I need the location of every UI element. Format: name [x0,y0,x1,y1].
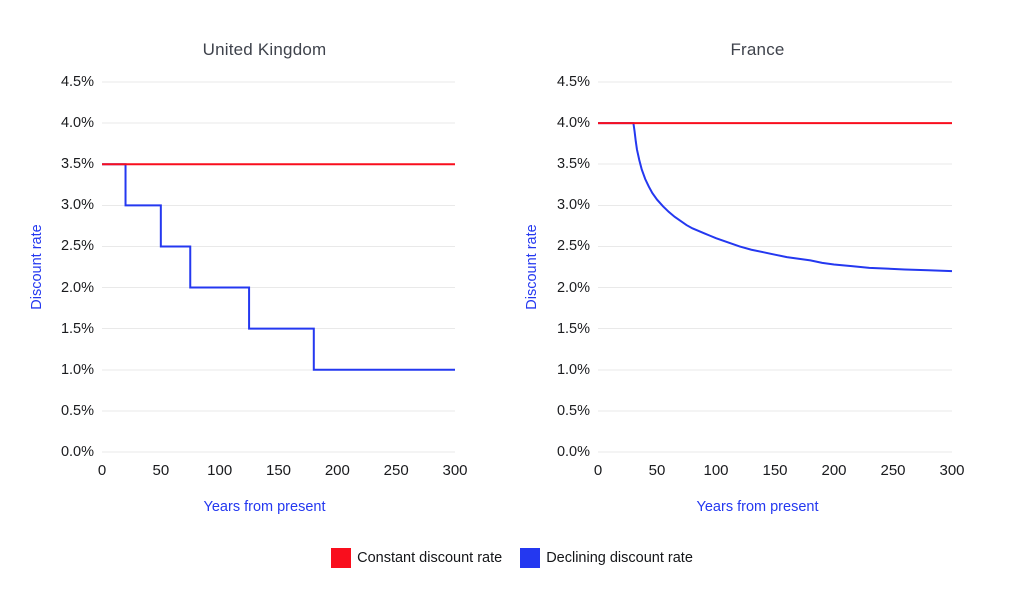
x-tick-label: 0 [593,462,603,479]
x-tick-label: 0 [97,462,107,479]
x-tick-label: 200 [324,462,350,479]
legend-item-declining-rate: Declining discount rate [520,548,693,568]
x-tick-label: 200 [821,462,847,479]
y-tick-label: 1.0% [556,361,590,378]
y-tick-label: 2.5% [556,238,590,255]
x-tick-label: 50 [152,462,170,479]
y-tick-label: 0.5% [60,402,94,419]
x-tick-label: 100 [207,462,233,479]
legend-swatch-declining-rate [520,548,541,568]
series-line-declining-discount-rate [598,122,953,273]
y-tick-label: 3.0% [556,197,590,214]
x-tick-label: 250 [880,462,906,479]
y-tick-label: 4.0% [60,115,94,132]
y-tick-label: 2.0% [60,279,94,296]
y-tick-label: 1.5% [556,320,590,337]
x-axis-title-france: Years from present [696,499,819,515]
y-tick-label: 0.0% [60,444,94,460]
chart-title-france: France [730,40,785,59]
y-tick-label: 4.0% [556,115,590,132]
y-tick-label: 3.0% [60,197,94,214]
plot-area-france [598,81,953,453]
y-tick-label: 4.5% [60,74,94,90]
legend-label-constant-rate: Constant discount rate [357,550,503,566]
y-tick-label: 0.5% [556,402,590,419]
y-tick-label: 2.0% [556,279,590,296]
y-tick-label: 0.0% [556,444,590,460]
y-tick-label: 3.5% [60,156,94,173]
y-tick-label: 3.5% [556,156,590,173]
x-tick-label: 300 [939,462,965,479]
x-tick-label: 50 [648,462,666,479]
plot-area-united-kingdom [102,81,455,453]
legend-item-constant-rate: Constant discount rate [331,548,502,568]
y-tick-label: 1.5% [60,320,94,337]
x-tick-label: 300 [442,462,468,479]
legend-label-declining-rate: Declining discount rate [546,550,693,566]
x-tick-label: 100 [703,462,729,479]
y-tick-label: 2.5% [60,238,94,255]
y-tick-label: 1.0% [60,361,94,378]
x-tick-label: 250 [383,462,409,479]
x-tick-label: 150 [762,462,788,479]
x-axis-title-uk: Years from present [203,499,326,515]
chart-title-united-kingdom: United Kingdom [202,40,327,59]
series-line-declining-discount-rate [102,163,455,371]
x-tick-label: 150 [265,462,292,479]
legend-swatch-constant-rate [331,548,352,568]
y-tick-label: 4.5% [556,74,590,90]
legend: Constant discount rate Declining discoun… [0,548,1024,568]
